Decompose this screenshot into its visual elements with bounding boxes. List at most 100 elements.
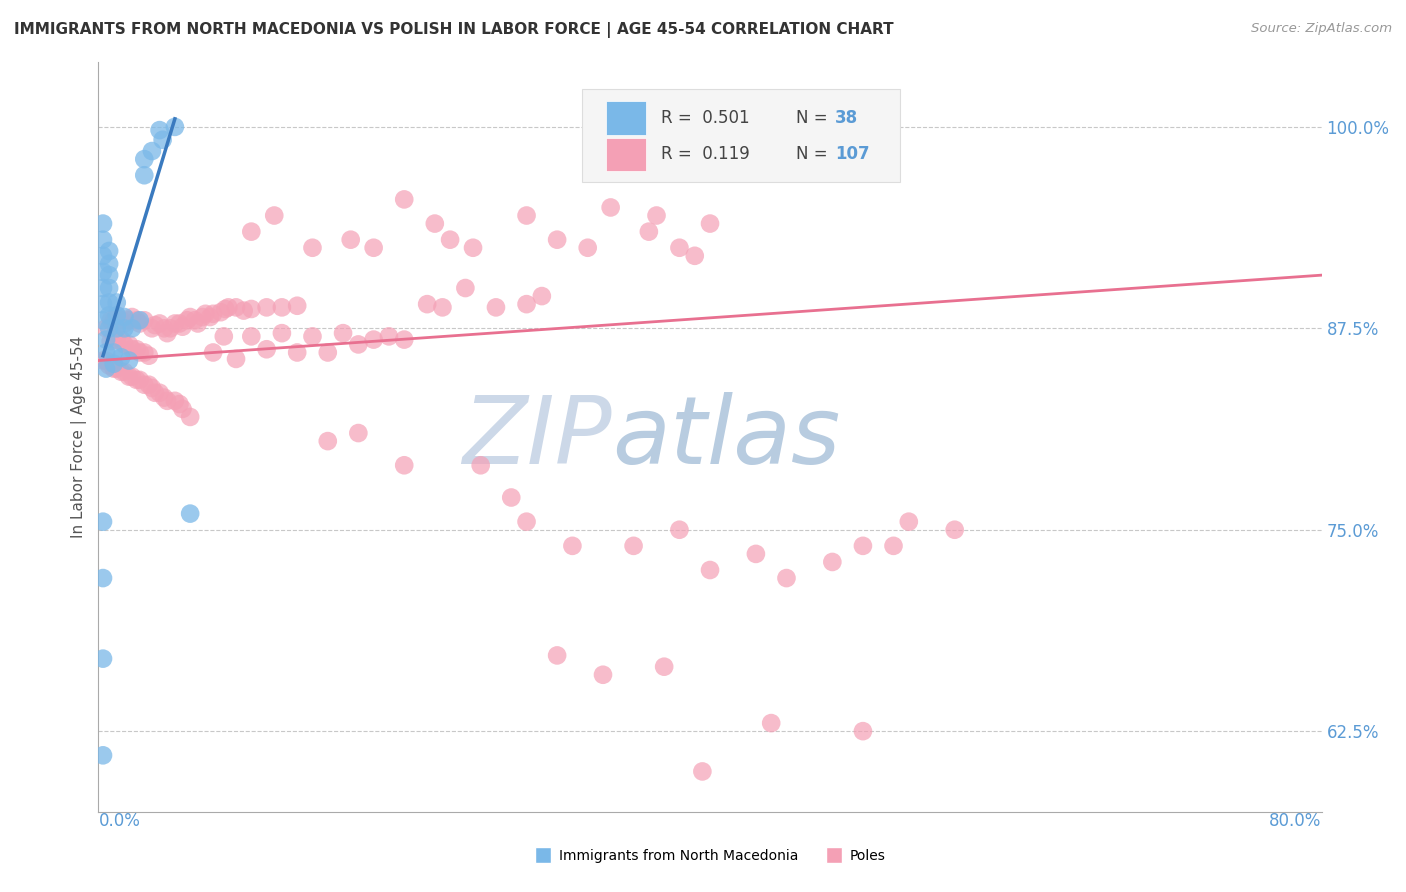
Point bbox=[110, 313, 132, 327]
Point bbox=[176, 313, 198, 327]
Point bbox=[143, 318, 166, 332]
Point bbox=[270, 301, 292, 315]
Point bbox=[98, 359, 121, 373]
Point bbox=[225, 301, 247, 315]
Point bbox=[121, 321, 143, 335]
Point bbox=[485, 301, 508, 315]
Point bbox=[561, 539, 583, 553]
Point bbox=[91, 571, 114, 585]
Point bbox=[163, 393, 186, 408]
Point bbox=[103, 361, 125, 376]
Point bbox=[623, 539, 645, 553]
Point bbox=[179, 507, 201, 521]
Point bbox=[91, 265, 114, 279]
Point bbox=[240, 301, 263, 316]
Point bbox=[212, 329, 235, 343]
Point bbox=[179, 409, 201, 424]
Point bbox=[141, 381, 163, 395]
Point bbox=[143, 385, 166, 400]
Point bbox=[202, 307, 225, 321]
Point bbox=[240, 225, 263, 239]
Point bbox=[121, 310, 143, 324]
Point bbox=[217, 301, 239, 315]
Point bbox=[103, 313, 125, 327]
Point bbox=[852, 724, 875, 739]
Text: N =: N = bbox=[796, 145, 832, 163]
Point bbox=[232, 303, 254, 318]
Point bbox=[98, 244, 121, 258]
Text: Source: ZipAtlas.com: Source: ZipAtlas.com bbox=[1251, 22, 1392, 36]
Point bbox=[169, 397, 191, 411]
Point bbox=[98, 321, 121, 335]
Point bbox=[692, 764, 714, 779]
Point bbox=[169, 317, 191, 331]
Point bbox=[91, 651, 114, 665]
FancyBboxPatch shape bbox=[582, 88, 900, 182]
Point bbox=[263, 209, 285, 223]
Point bbox=[745, 547, 768, 561]
Point bbox=[98, 295, 121, 310]
Point bbox=[225, 351, 247, 366]
Point bbox=[214, 301, 236, 316]
Point bbox=[105, 309, 128, 323]
Point bbox=[105, 361, 128, 376]
Point bbox=[156, 326, 179, 340]
Point bbox=[191, 310, 214, 324]
Legend: Immigrants from North Macedonia, Poles: Immigrants from North Macedonia, Poles bbox=[529, 843, 891, 869]
Point bbox=[134, 168, 156, 182]
Point bbox=[546, 648, 568, 663]
Point bbox=[759, 716, 782, 731]
Point bbox=[128, 313, 150, 327]
Point bbox=[339, 233, 361, 247]
Point bbox=[152, 133, 174, 147]
Point bbox=[100, 313, 122, 327]
Point bbox=[125, 373, 148, 387]
Point bbox=[94, 353, 117, 368]
Point bbox=[423, 217, 446, 231]
Point bbox=[392, 333, 416, 347]
Bar bbox=[606, 137, 647, 171]
Point bbox=[110, 365, 132, 379]
Point bbox=[149, 123, 172, 137]
Point bbox=[153, 321, 176, 335]
Point bbox=[134, 377, 156, 392]
Point bbox=[187, 317, 209, 331]
Point bbox=[179, 310, 201, 324]
Point bbox=[637, 225, 661, 239]
Text: IMMIGRANTS FROM NORTH MACEDONIA VS POLISH IN LABOR FORCE | AGE 45-54 CORRELATION: IMMIGRANTS FROM NORTH MACEDONIA VS POLIS… bbox=[14, 22, 894, 38]
Point bbox=[112, 321, 135, 335]
Point bbox=[347, 337, 370, 351]
Text: ZIP: ZIP bbox=[463, 392, 612, 483]
Text: R =  0.119: R = 0.119 bbox=[661, 145, 749, 163]
Point bbox=[134, 345, 156, 359]
Point bbox=[546, 233, 568, 247]
Point bbox=[91, 297, 114, 311]
Point bbox=[699, 563, 721, 577]
Point bbox=[103, 345, 125, 359]
Point bbox=[202, 345, 225, 359]
Point bbox=[128, 373, 150, 387]
Point bbox=[91, 748, 114, 763]
Point bbox=[112, 317, 135, 331]
Text: 38: 38 bbox=[835, 109, 858, 128]
Point bbox=[103, 329, 125, 343]
Point bbox=[392, 193, 416, 207]
Point bbox=[240, 329, 263, 343]
Point bbox=[149, 385, 172, 400]
Point bbox=[652, 659, 675, 673]
Point bbox=[121, 369, 143, 384]
Point bbox=[94, 333, 117, 347]
Point bbox=[138, 377, 160, 392]
Point bbox=[149, 317, 172, 331]
Point bbox=[576, 241, 599, 255]
Point bbox=[470, 458, 492, 473]
Point bbox=[530, 289, 553, 303]
Point bbox=[103, 357, 125, 371]
Point bbox=[198, 310, 221, 324]
Bar bbox=[606, 102, 647, 135]
Text: N =: N = bbox=[796, 109, 832, 128]
Point bbox=[163, 317, 186, 331]
Text: 107: 107 bbox=[835, 145, 869, 163]
Point bbox=[94, 345, 117, 359]
Point bbox=[91, 281, 114, 295]
